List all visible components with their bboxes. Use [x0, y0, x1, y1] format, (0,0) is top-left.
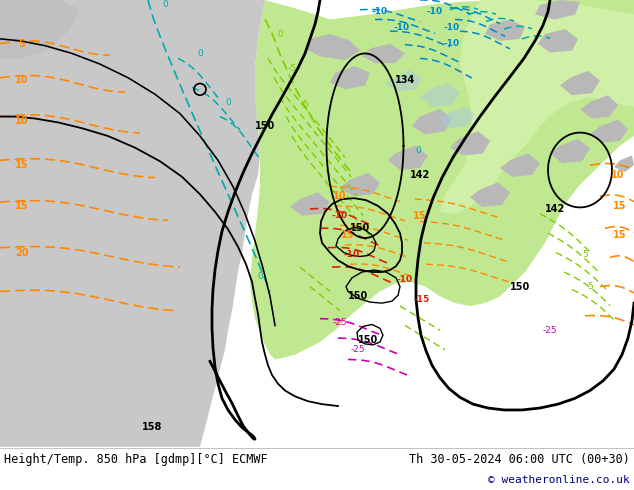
Text: 5: 5	[582, 250, 588, 259]
Text: 15: 15	[15, 201, 29, 211]
Text: 0: 0	[162, 0, 168, 9]
Text: 0: 0	[415, 146, 421, 155]
Text: -10: -10	[332, 211, 348, 220]
Text: 15: 15	[15, 160, 29, 170]
Polygon shape	[440, 107, 475, 128]
Polygon shape	[340, 173, 380, 196]
Text: 142: 142	[545, 204, 565, 214]
Text: -10: -10	[427, 7, 443, 16]
Polygon shape	[440, 0, 634, 214]
Polygon shape	[0, 0, 265, 447]
Polygon shape	[250, 0, 634, 360]
Text: 20: 20	[15, 247, 29, 258]
Text: 0: 0	[225, 98, 231, 106]
Polygon shape	[385, 70, 422, 91]
Text: 150: 150	[350, 223, 370, 233]
Polygon shape	[388, 146, 428, 170]
Text: -25: -25	[543, 326, 557, 335]
Polygon shape	[290, 193, 330, 216]
Text: -10: -10	[372, 7, 388, 16]
Text: -10: -10	[397, 275, 413, 284]
Text: 0: 0	[277, 29, 283, 39]
Text: -10: -10	[444, 23, 460, 32]
Polygon shape	[420, 83, 460, 107]
Text: Height/Temp. 850 hPa [gdmp][°C] ECMWF: Height/Temp. 850 hPa [gdmp][°C] ECMWF	[4, 453, 268, 466]
Polygon shape	[614, 155, 634, 172]
Text: 134: 134	[395, 74, 415, 85]
Text: 10: 10	[611, 170, 624, 180]
Text: 15: 15	[413, 211, 427, 220]
Polygon shape	[305, 34, 360, 60]
Text: -5: -5	[287, 64, 297, 73]
Text: -10: -10	[394, 23, 410, 32]
Polygon shape	[450, 131, 490, 155]
Polygon shape	[550, 139, 590, 163]
Polygon shape	[500, 153, 540, 177]
Text: 0: 0	[197, 49, 203, 58]
Text: -25: -25	[351, 345, 365, 354]
Text: 15: 15	[341, 230, 355, 240]
Text: 142: 142	[410, 170, 430, 180]
Polygon shape	[0, 0, 80, 58]
Text: -15: -15	[414, 294, 430, 304]
Polygon shape	[535, 0, 580, 20]
Text: 150: 150	[358, 335, 378, 345]
Text: 10: 10	[15, 74, 29, 85]
Text: 15: 15	[613, 201, 627, 211]
Text: © weatheronline.co.uk: © weatheronline.co.uk	[488, 475, 630, 485]
Polygon shape	[485, 20, 525, 41]
Text: Th 30-05-2024 06:00 UTC (00+30): Th 30-05-2024 06:00 UTC (00+30)	[409, 453, 630, 466]
Text: -10: -10	[344, 250, 360, 259]
Polygon shape	[580, 95, 618, 119]
Text: 5: 5	[587, 282, 593, 291]
Text: 10: 10	[15, 117, 29, 126]
Text: 0: 0	[257, 272, 263, 281]
Text: -25: -25	[333, 318, 347, 327]
Text: -5: -5	[301, 100, 309, 109]
Text: 10: 10	[333, 191, 347, 201]
Text: 158: 158	[142, 422, 162, 433]
Polygon shape	[412, 109, 452, 134]
Polygon shape	[560, 71, 600, 95]
Polygon shape	[362, 44, 405, 63]
Text: 5: 5	[18, 39, 25, 49]
Polygon shape	[538, 29, 578, 52]
Polygon shape	[470, 183, 510, 207]
Text: -10: -10	[444, 39, 460, 48]
Polygon shape	[330, 66, 370, 89]
Text: 15: 15	[613, 230, 627, 240]
Text: 150: 150	[348, 291, 368, 301]
Text: 150: 150	[255, 122, 275, 131]
Text: 150: 150	[510, 282, 530, 292]
Polygon shape	[590, 120, 628, 143]
